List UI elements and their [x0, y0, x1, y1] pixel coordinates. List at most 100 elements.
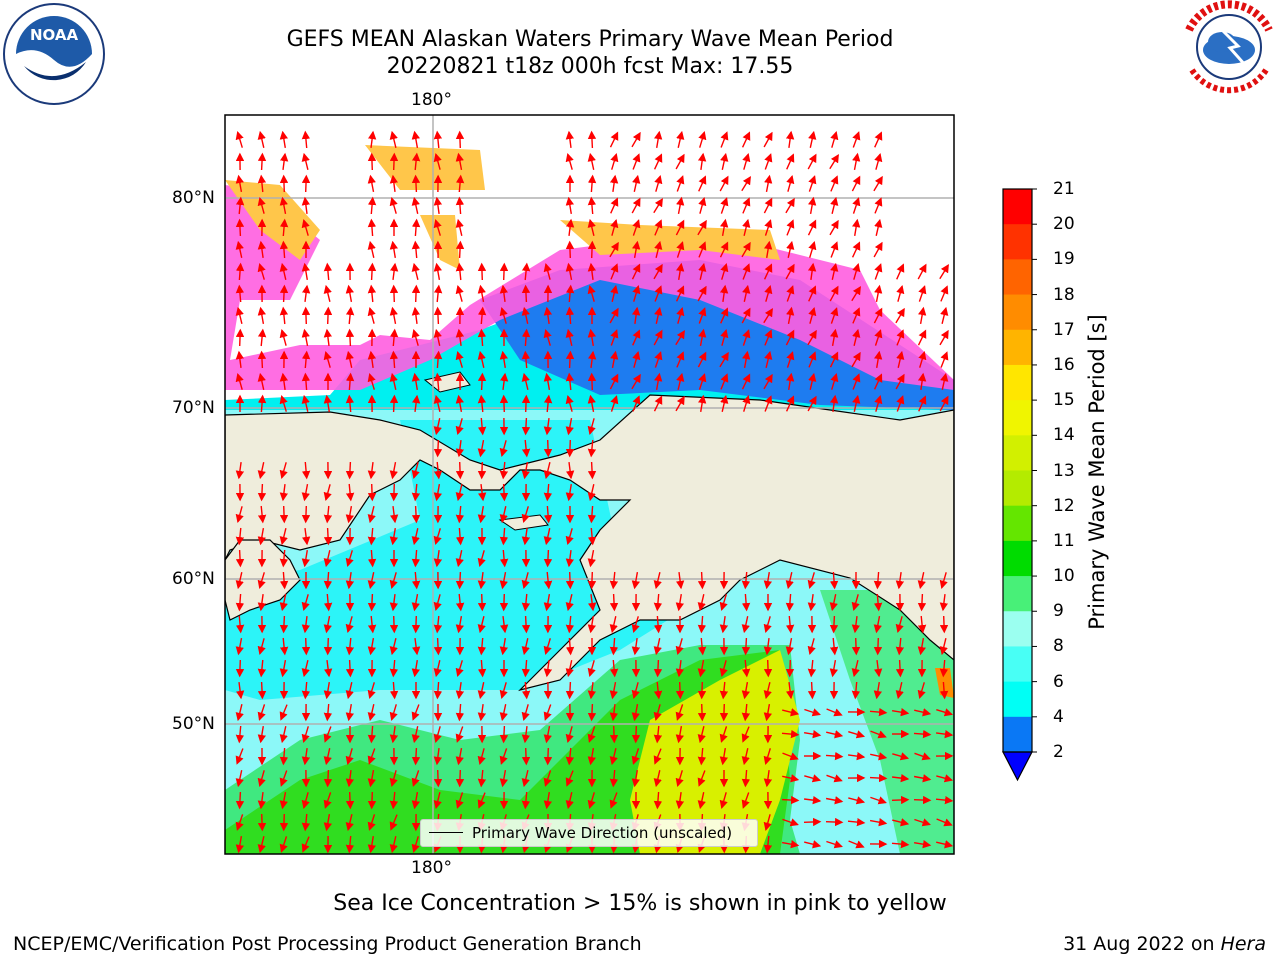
- wave-arrow: [543, 549, 553, 568]
- wave-arrow: [565, 660, 574, 678]
- wave-arrow: [389, 483, 399, 502]
- wave-arrow: [939, 681, 949, 700]
- wave-arrow: [543, 418, 553, 436]
- wave-arrow: [279, 130, 288, 149]
- wave-arrow: [411, 726, 420, 744]
- wave-arrow: [720, 394, 729, 412]
- wave-arrow: [367, 284, 377, 303]
- wave-arrow: [852, 373, 861, 390]
- colorbar-segment: [1003, 576, 1032, 612]
- wave-arrow: [785, 593, 795, 612]
- wave-arrow: [697, 747, 707, 766]
- wave-arrow: [786, 174, 795, 192]
- wave-arrow: [675, 725, 684, 744]
- wave-arrow: [411, 130, 420, 149]
- wave-arrow: [763, 748, 772, 766]
- wave-arrow: [587, 439, 597, 458]
- map-frame: [224, 114, 955, 855]
- wave-arrow: [610, 329, 619, 346]
- wave-arrow: [389, 572, 398, 590]
- wave-arrow: [455, 615, 464, 634]
- wave-arrow: [235, 615, 245, 634]
- wave-arrow: [807, 681, 817, 700]
- wave-arrow: [653, 329, 663, 346]
- colorbar-tick-label: 6: [1053, 671, 1064, 692]
- wave-arrow: [433, 769, 443, 788]
- wave-arrow: [367, 483, 377, 502]
- wave-arrow: [936, 840, 954, 849]
- wave-arrow: [830, 196, 839, 214]
- wave-arrow: [741, 176, 751, 192]
- colorbar-tick-label: 2: [1053, 742, 1064, 762]
- wave-arrow: [851, 616, 861, 634]
- wave-arrow: [411, 174, 421, 193]
- wave-arrow: [521, 638, 530, 656]
- wave-arrow: [825, 817, 844, 827]
- wave-arrow: [301, 681, 311, 700]
- wave-arrow: [279, 659, 288, 678]
- wave-arrow: [874, 152, 883, 170]
- wave-arrow: [389, 130, 398, 148]
- wave-arrow: [411, 505, 421, 524]
- wave-arrow: [675, 395, 685, 412]
- wave-arrow: [279, 770, 288, 787]
- wave-arrow: [433, 350, 443, 369]
- wave-arrow: [433, 372, 443, 391]
- wave-arrow: [610, 263, 619, 280]
- wave-arrow: [610, 284, 619, 302]
- wave-arrow: [323, 726, 332, 743]
- wave-arrow: [719, 681, 729, 700]
- wave-arrow: [851, 286, 861, 302]
- wave-arrow: [940, 285, 949, 302]
- wave-arrow: [873, 373, 883, 390]
- wave-arrow: [235, 682, 245, 700]
- wave-arrow: [653, 572, 662, 590]
- wave-arrow: [631, 769, 640, 788]
- noaa-logo-text: NOAA: [30, 26, 79, 44]
- wave-arrow: [433, 594, 442, 612]
- wave-arrow: [389, 262, 399, 280]
- wave-arrow: [455, 747, 464, 766]
- wave-arrow: [235, 549, 245, 568]
- wave-arrow: [676, 196, 685, 215]
- wave-arrow: [891, 795, 910, 805]
- wave-arrow: [654, 351, 663, 368]
- wave-arrow: [323, 328, 333, 346]
- wave-arrow: [848, 751, 866, 761]
- wave-arrow: [565, 439, 575, 458]
- wave-arrow: [830, 262, 839, 280]
- wave-arrow: [874, 329, 883, 346]
- wave-arrow: [675, 153, 685, 170]
- wave-arrow: [653, 748, 662, 765]
- wave-arrow: [786, 351, 795, 368]
- wave-arrow: [631, 373, 641, 390]
- wave-arrow: [301, 549, 310, 568]
- wave-arrow: [873, 593, 883, 612]
- wave-arrow: [455, 240, 465, 259]
- wave-arrow: [301, 350, 311, 369]
- wave-arrow: [499, 440, 508, 458]
- wave-arrow: [543, 262, 552, 280]
- wave-arrow: [786, 285, 795, 302]
- wave-arrow: [587, 262, 597, 280]
- wave-arrow: [301, 505, 311, 524]
- wave-arrow: [455, 284, 464, 302]
- colorbar-segment: [1003, 400, 1032, 436]
- wave-arrow: [825, 751, 844, 761]
- wave-arrow: [433, 660, 442, 678]
- wave-arrow: [610, 218, 619, 236]
- colorbar: [1002, 188, 1037, 782]
- wave-arrow: [301, 748, 311, 766]
- wave-arrow: [873, 637, 883, 656]
- wave-arrow: [565, 218, 575, 236]
- wave-arrow: [675, 704, 684, 721]
- wave-arrow: [741, 769, 751, 788]
- wave-arrow: [675, 660, 685, 678]
- wave-arrow: [235, 218, 245, 237]
- wave-arrow: [763, 197, 773, 214]
- wave-arrow: [367, 152, 377, 171]
- wave-arrow: [587, 484, 596, 502]
- wave-arrow: [587, 703, 597, 722]
- wave-arrow: [741, 373, 751, 390]
